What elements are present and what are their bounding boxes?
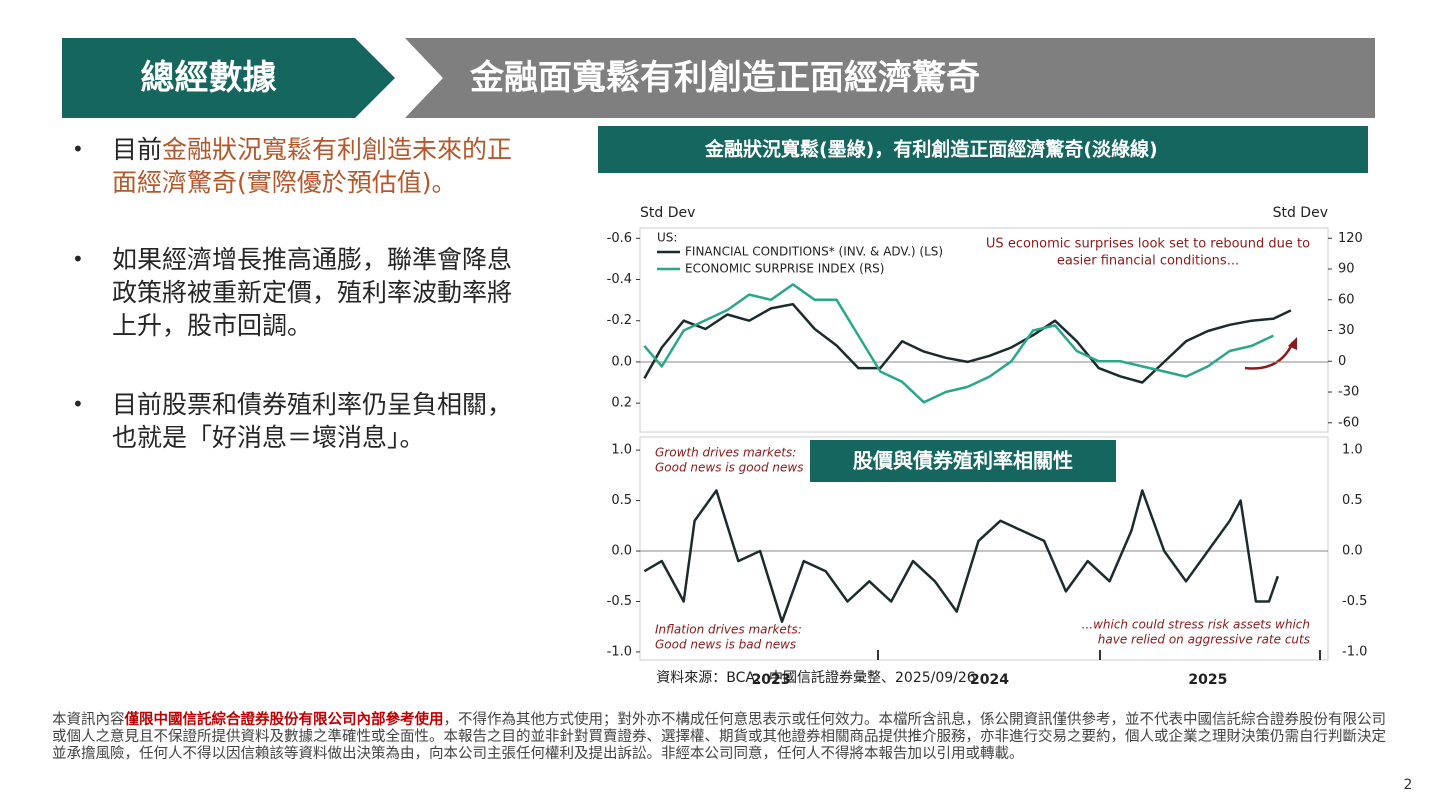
chart-banner: 金融狀況寬鬆(墨綠)，有利創造正面經濟驚奇(淡綠線) xyxy=(704,138,1158,161)
disclaimer-segment: ，不得作為其他方式使用；對外亦不構成任何意思表示或任何效力。本檔所含訊息，係公開… xyxy=(52,712,1386,762)
y2-tick-label: 0.5 xyxy=(1342,493,1363,508)
bullet-text: 如果經濟增長推高通膨，聯準會降息政策將被重新定價，殖利率波動率將上升，股市回調。 xyxy=(112,243,532,342)
bullet-dot: • xyxy=(72,247,84,271)
y-tick-label: 0.0 xyxy=(611,544,632,559)
legend-label: ECONOMIC SURPRISE INDEX (RS) xyxy=(685,262,884,276)
disclaimer-segment: 僅限中國信託綜合證券股份有限公司內部參考使用 xyxy=(124,712,444,728)
y2-tick-label: 30 xyxy=(1338,323,1355,338)
legend-title: US: xyxy=(657,231,677,245)
bullet-segment: 目前股票和債券殖利率仍呈負相關，也就是「好消息＝壞消息」。 xyxy=(112,390,513,452)
series-line xyxy=(643,489,1279,623)
annotation: Growth drives markets: xyxy=(655,446,796,460)
section-label: 總經數據 xyxy=(140,58,277,98)
bullet-text: 目前金融狀況寬鬆有利創造未來的正面經濟驚奇(實際優於預估值)。 xyxy=(112,133,532,199)
legend-label: FINANCIAL CONDITIONS* (INV. & ADV.) (LS) xyxy=(685,245,943,259)
year-separators xyxy=(877,650,1321,660)
annotation: Inflation drives markets: xyxy=(655,623,802,637)
bottom-panel-frame xyxy=(639,436,1329,661)
y2-tick-label: 90 xyxy=(1338,262,1355,277)
y-tick-label: -0.6 xyxy=(607,231,632,246)
y2-tick-label: 0 xyxy=(1338,354,1346,369)
inner-banner-bg xyxy=(810,440,1116,482)
annotation: easier financial conditions... xyxy=(1057,254,1239,269)
source: 資料來源：BCA、中國信託證券彙整、2025/09/26 xyxy=(656,669,975,686)
y2-tick-label: -1.0 xyxy=(1342,644,1367,659)
slide-title: 金融面寬鬆有利創造正面經濟驚奇 xyxy=(470,58,980,98)
arrow-head xyxy=(1288,337,1297,350)
page-number: 2 xyxy=(1404,777,1413,793)
bullet-segment: 如果經濟增長推高通膨，聯準會降息政策將被重新定價，殖利率波動率將上升，股市回調。 xyxy=(112,245,513,340)
y2-tick-label: 60 xyxy=(1338,292,1355,307)
top-panel-frame xyxy=(639,227,1329,433)
x-tick-label: 2023 xyxy=(752,672,791,688)
bullet-dot: • xyxy=(72,137,84,161)
annotation: ...which could stress risk assets which xyxy=(1082,618,1310,632)
y-tick-label: -0.2 xyxy=(607,313,632,328)
y-tick-label: -0.4 xyxy=(607,272,632,287)
y2-tick-label: -60 xyxy=(1338,415,1359,430)
annotation: Good news is good news xyxy=(655,461,803,475)
bullet-dot: • xyxy=(72,392,84,416)
disclaimer: 本資訊內容僅限中國信託綜合證券股份有限公司內部參考使用，不得作為其他方式使用；對… xyxy=(52,712,1397,763)
y-tick-label: 0.0 xyxy=(611,354,632,369)
series-line xyxy=(643,283,1274,404)
y2-tick-label: 120 xyxy=(1338,231,1363,246)
y2-tick-label: -30 xyxy=(1338,385,1359,400)
x-tick-label: 2025 xyxy=(1188,672,1227,688)
x-tick-label: 2024 xyxy=(970,672,1009,688)
y-tick-label: 0.2 xyxy=(611,396,632,411)
annotation: US economic surprises look set to reboun… xyxy=(986,237,1310,252)
chart-banner-bg xyxy=(598,126,1368,173)
y2-tick-label: 0.0 xyxy=(1342,544,1363,559)
title-bar xyxy=(405,38,1375,118)
series-line xyxy=(643,302,1292,384)
disclaimer-segment: 本資訊內容 xyxy=(52,712,125,728)
y-tick-label: 0.5 xyxy=(611,493,632,508)
y-tick-label: 1.0 xyxy=(611,443,632,458)
bullet-text: 目前股票和債券殖利率仍呈負相關，也就是「好消息＝壞消息」。 xyxy=(112,388,532,454)
y2-tick-label: 1.0 xyxy=(1342,443,1363,458)
inner-banner: 股價與債券殖利率相關性 xyxy=(853,449,1073,473)
y-tick-label: -1.0 xyxy=(607,644,632,659)
annotation: have relied on aggressive rate cuts xyxy=(1098,633,1310,647)
annotation: Good news is bad news xyxy=(655,638,796,652)
bullet-segment: 金融狀況寬鬆有利創造未來的正面經濟驚奇(實際優於預估值)。 xyxy=(112,135,513,197)
bullet-segment: 目前 xyxy=(112,135,163,164)
axis-label-left: Std Dev xyxy=(640,205,695,221)
y2-tick-label: -0.5 xyxy=(1342,594,1367,609)
section-tab xyxy=(62,38,395,118)
y-tick-label: -0.5 xyxy=(607,594,632,609)
axis-label-right: Std Dev xyxy=(1273,205,1328,221)
